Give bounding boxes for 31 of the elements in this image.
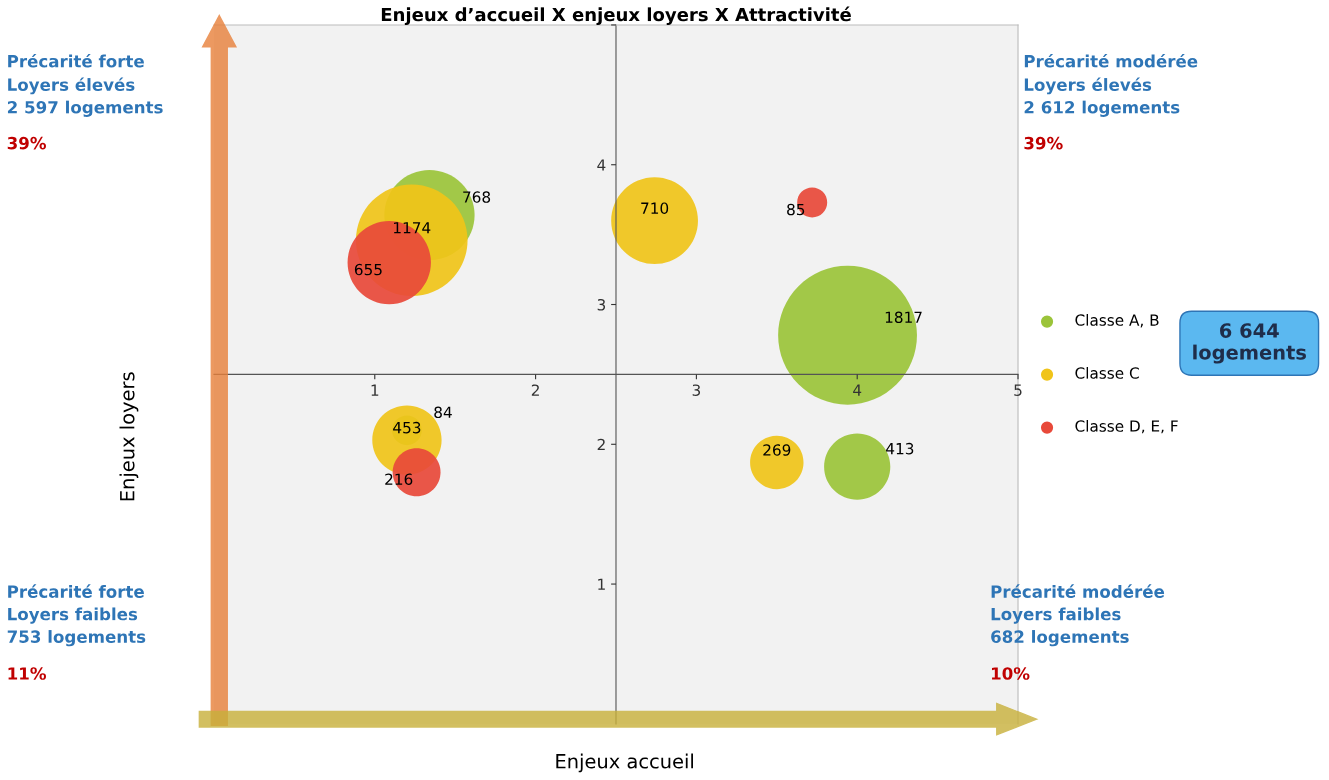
x-tick-label: 4 — [853, 384, 862, 396]
chart-title: Enjeux d’accueil X enjeux loyers X Attractivité — [381, 6, 851, 25]
data-label: 413 — [886, 442, 914, 455]
text: 11% — [8, 667, 47, 680]
data-label: 84 — [434, 406, 452, 419]
data-label: 269 — [763, 444, 791, 456]
annotation: Précarité modérée Loyers faibles 682 logements — [991, 584, 1165, 647]
y-tick-label: 4 — [597, 159, 606, 171]
y-tick-label: 3 — [597, 298, 606, 311]
x-tick-label: 2 — [531, 384, 539, 396]
text: Précarité forte Loyers élevés 2 597 logements — [7, 53, 163, 117]
y-tick-label: 2 — [597, 438, 605, 451]
x-tick-label: 1 — [371, 384, 379, 396]
data-label: 453 — [393, 421, 421, 434]
legend-label: Classe C — [1075, 367, 1139, 379]
legend-label: Classe A, B — [1075, 314, 1159, 328]
data-label: 655 — [354, 263, 382, 276]
text: 39% — [1024, 136, 1063, 150]
y-tick-label: 1 — [598, 578, 605, 590]
text: 39% — [7, 136, 47, 150]
x-axis-title: Enjeux accueil — [556, 753, 693, 773]
text: 6 644 logements — [1193, 323, 1306, 364]
y-axis-title: Enjeux loyers — [119, 372, 139, 501]
x-tick-label: 5 — [1014, 384, 1022, 396]
data-label: 710 — [641, 202, 669, 214]
legend-label: Classe D, E, F — [1075, 419, 1178, 434]
text: Précarité modérée Loyers élevés 2 612 logements — [1024, 53, 1198, 117]
data-label: 1174 — [394, 222, 431, 234]
x-tick-label: 3 — [692, 384, 701, 396]
annotation: 10% — [991, 667, 1030, 680]
text: Précarité forte Loyers faibles 753 logements — [7, 584, 146, 647]
